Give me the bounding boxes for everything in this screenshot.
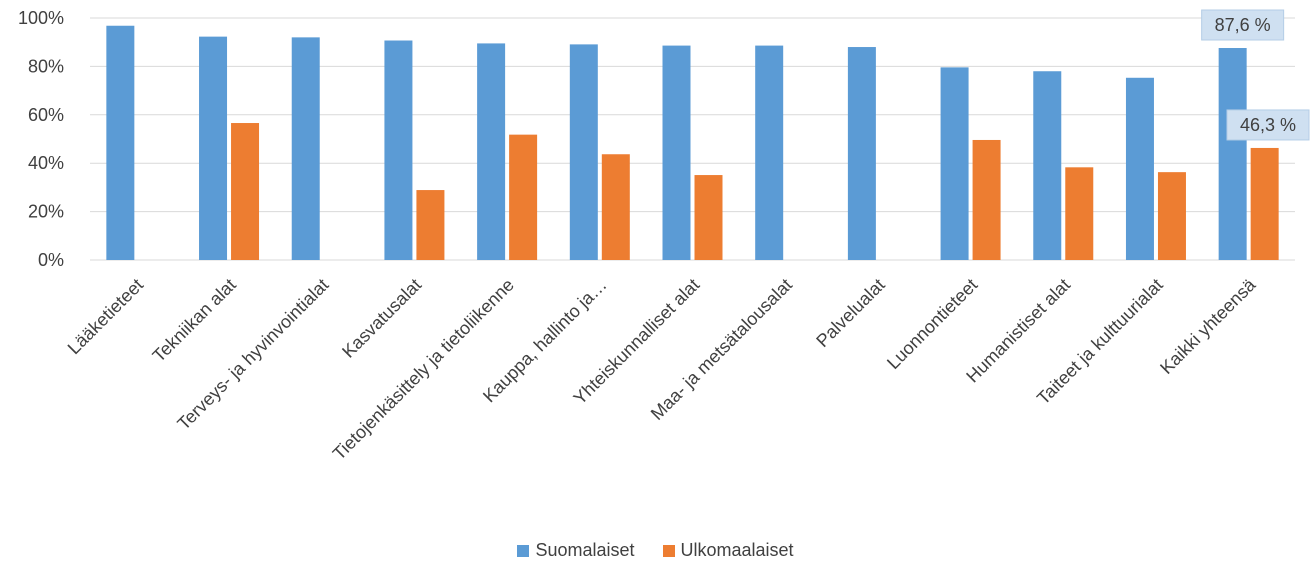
data-label-text: 87,6 % xyxy=(1215,15,1271,35)
bars xyxy=(106,25,1279,261)
bar-ulkomaalaiset xyxy=(1065,167,1094,260)
bar-ulkomaalaiset xyxy=(1250,147,1279,260)
x-tick-label: Palvelualat xyxy=(812,275,888,351)
data-label: 46,3 % xyxy=(1226,109,1310,141)
data-label: 87,6 % xyxy=(1201,9,1285,41)
x-tick-label: Tekniikan alat xyxy=(149,275,240,366)
bar-suomalaiset xyxy=(384,40,413,261)
bar-suomalaiset xyxy=(291,37,320,260)
data-label-box xyxy=(1201,9,1285,41)
data-label-text: 46,3 % xyxy=(1240,115,1296,135)
bar-suomalaiset xyxy=(1033,71,1062,261)
legend-swatch-series-2 xyxy=(662,544,675,557)
bar-ulkomaalaiset xyxy=(972,139,1001,260)
x-tick-label: Kasvatusalat xyxy=(338,275,425,362)
y-tick-label: 40% xyxy=(28,153,64,173)
data-label-box xyxy=(1226,109,1310,141)
gridlines xyxy=(90,17,1295,261)
y-tick-label: 80% xyxy=(28,56,64,76)
legend-label-series-1: Suomalaiset xyxy=(535,540,635,560)
x-tick-label: Tietojenkäsittely ja tietoliikenne xyxy=(329,275,518,464)
y-tick-label: 100% xyxy=(18,8,64,28)
bar-suomalaiset xyxy=(940,67,969,260)
x-tick-label: Kaikki yhteensä xyxy=(1156,274,1260,378)
bar-suomalaiset xyxy=(755,45,784,261)
data-labels: 87,6 % 46,3 % xyxy=(1201,9,1310,141)
bar-ulkomaalaiset xyxy=(509,134,538,260)
bar-suomalaiset xyxy=(477,43,506,260)
bar-ulkomaalaiset xyxy=(1157,172,1186,260)
x-tick-label: Luonnontieteet xyxy=(883,275,981,373)
bar-ulkomaalaiset xyxy=(601,154,630,260)
y-tick-label: 20% xyxy=(28,202,64,222)
bar-suomalaiset xyxy=(1125,77,1154,260)
bar-suomalaiset xyxy=(569,44,598,261)
legend-item-series-2: Ulkomaalaiset xyxy=(662,540,794,561)
x-tick-label: Lääketieteet xyxy=(64,275,147,358)
bar-ulkomaalaiset xyxy=(694,175,723,260)
bar-ulkomaalaiset xyxy=(231,123,260,260)
legend-label-series-2: Ulkomaalaiset xyxy=(680,540,794,560)
y-tick-label: 60% xyxy=(28,105,64,125)
bar-suomalaiset xyxy=(106,25,135,260)
y-tick-label: 0% xyxy=(38,250,64,270)
legend-item-series-1: Suomalaiset xyxy=(517,540,635,561)
legend: Suomalaiset Ulkomaalaiset xyxy=(0,540,1311,561)
legend-swatch-series-1 xyxy=(517,544,530,557)
x-tick-label: Terveys- ja hyvinvointialat xyxy=(173,275,332,434)
bar-ulkomaalaiset xyxy=(416,190,445,260)
bar-suomalaiset xyxy=(199,36,228,260)
bar-suomalaiset xyxy=(1218,48,1247,261)
y-axis-ticks: 0% 20% 40% 60% 80% 100% xyxy=(18,8,64,270)
bar-suomalaiset xyxy=(847,47,876,260)
bar-suomalaiset xyxy=(662,45,691,261)
